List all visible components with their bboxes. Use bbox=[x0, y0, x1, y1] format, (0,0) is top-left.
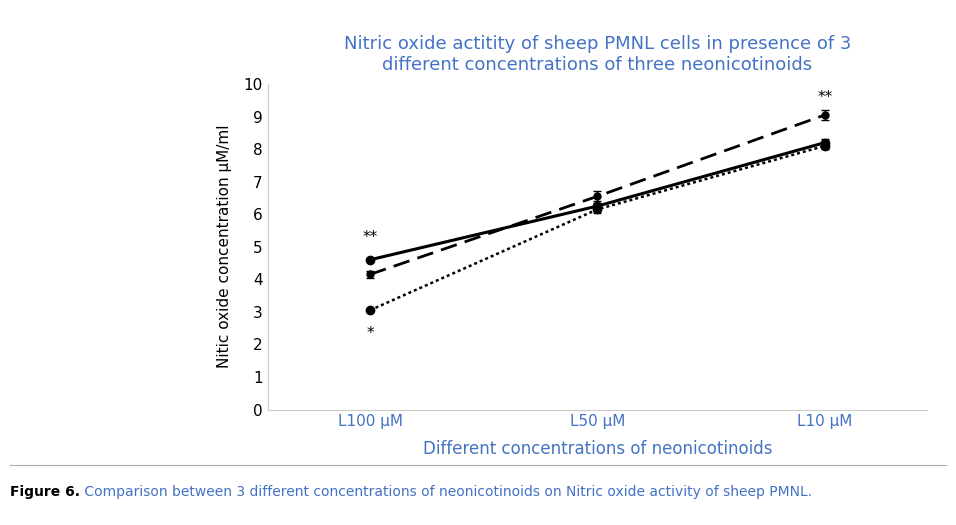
Text: **: ** bbox=[817, 90, 833, 105]
Title: Nitric oxide actitity of sheep PMNL cells in presence of 3
different concentrati: Nitric oxide actitity of sheep PMNL cell… bbox=[344, 35, 851, 74]
Y-axis label: Nitic oxide concentration μM/ml: Nitic oxide concentration μM/ml bbox=[217, 125, 232, 369]
X-axis label: Different concentrations of neonicotinoids: Different concentrations of neonicotinoi… bbox=[423, 440, 772, 458]
Text: *: * bbox=[821, 142, 829, 157]
Text: Comparison between 3 different concentrations of neonicotinoids on Nitric oxide : Comparison between 3 different concentra… bbox=[79, 485, 812, 499]
Text: Figure 6.: Figure 6. bbox=[10, 485, 79, 499]
Text: **: ** bbox=[362, 230, 378, 245]
Text: *: * bbox=[366, 326, 374, 341]
